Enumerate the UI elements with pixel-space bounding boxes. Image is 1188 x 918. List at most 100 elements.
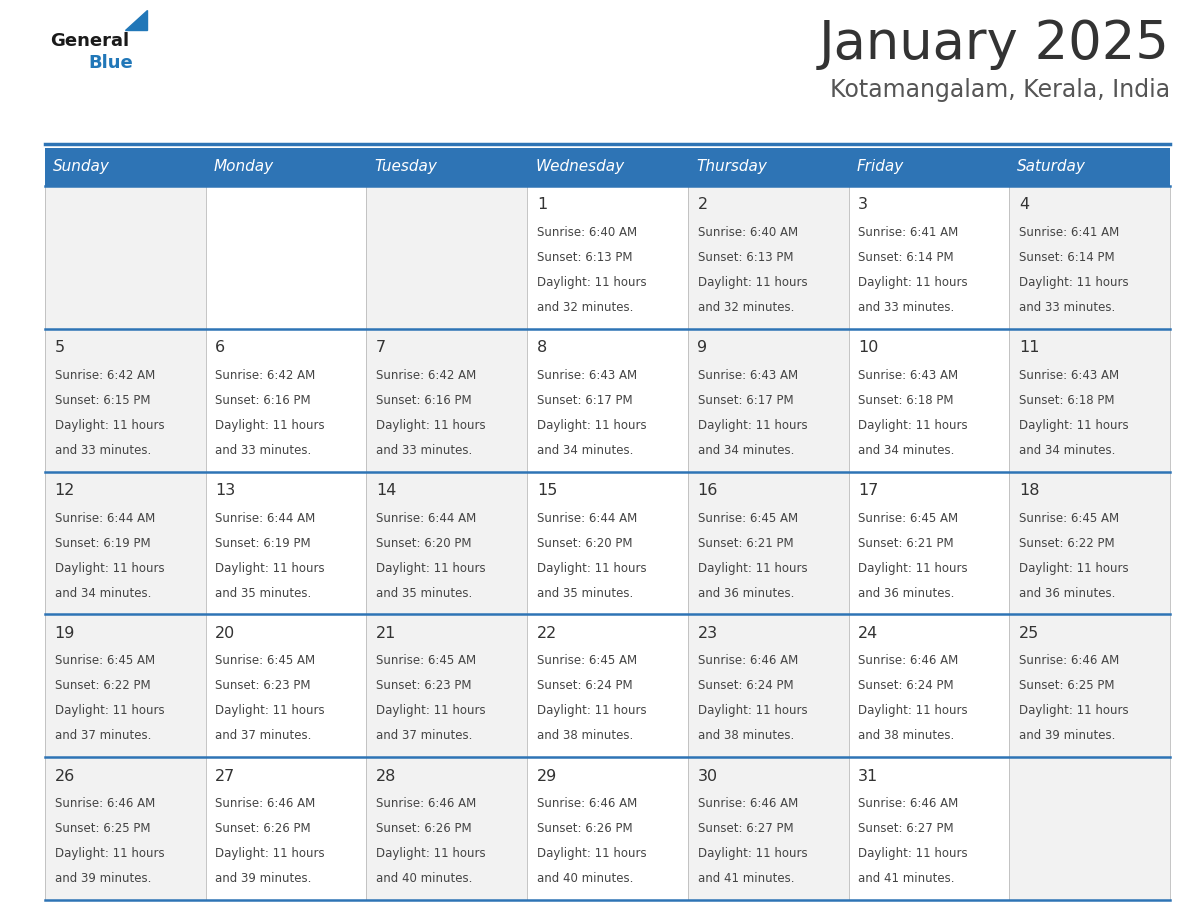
- Bar: [688, 614, 848, 757]
- Bar: [1010, 614, 1170, 757]
- Text: Sunset: 6:22 PM: Sunset: 6:22 PM: [55, 679, 150, 692]
- Text: Sunrise: 6:46 AM: Sunrise: 6:46 AM: [858, 655, 959, 667]
- Text: and 37 minutes.: and 37 minutes.: [215, 730, 311, 743]
- Text: Sunset: 6:25 PM: Sunset: 6:25 PM: [1019, 679, 1114, 692]
- Text: Daylight: 11 hours: Daylight: 11 hours: [697, 562, 807, 575]
- Bar: [45, 757, 206, 900]
- Bar: [848, 472, 1010, 614]
- Text: Sunrise: 6:45 AM: Sunrise: 6:45 AM: [377, 655, 476, 667]
- Text: Daylight: 11 hours: Daylight: 11 hours: [697, 276, 807, 289]
- Bar: [366, 148, 527, 186]
- Text: Sunrise: 6:43 AM: Sunrise: 6:43 AM: [697, 369, 797, 382]
- Text: Sunset: 6:24 PM: Sunset: 6:24 PM: [858, 679, 954, 692]
- Text: Sunset: 6:16 PM: Sunset: 6:16 PM: [215, 394, 311, 407]
- Text: Sunrise: 6:42 AM: Sunrise: 6:42 AM: [55, 369, 154, 382]
- Text: 11: 11: [1019, 341, 1040, 355]
- Text: Sunset: 6:26 PM: Sunset: 6:26 PM: [537, 823, 632, 835]
- Text: 31: 31: [858, 768, 878, 784]
- Text: Sunset: 6:19 PM: Sunset: 6:19 PM: [55, 537, 150, 550]
- Text: and 33 minutes.: and 33 minutes.: [858, 301, 954, 314]
- Text: Sunrise: 6:42 AM: Sunrise: 6:42 AM: [377, 369, 476, 382]
- Text: 5: 5: [55, 341, 65, 355]
- Text: Sunrise: 6:43 AM: Sunrise: 6:43 AM: [858, 369, 959, 382]
- Text: and 34 minutes.: and 34 minutes.: [858, 443, 955, 457]
- Bar: [688, 148, 848, 186]
- Text: and 34 minutes.: and 34 minutes.: [537, 443, 633, 457]
- Text: and 36 minutes.: and 36 minutes.: [1019, 587, 1116, 599]
- Bar: [366, 757, 527, 900]
- Text: 28: 28: [377, 768, 397, 784]
- Text: Sunrise: 6:46 AM: Sunrise: 6:46 AM: [215, 797, 316, 811]
- Text: Daylight: 11 hours: Daylight: 11 hours: [537, 419, 646, 431]
- Text: 13: 13: [215, 483, 235, 498]
- Bar: [527, 329, 688, 472]
- Text: Daylight: 11 hours: Daylight: 11 hours: [377, 562, 486, 575]
- Bar: [206, 329, 366, 472]
- Text: Daylight: 11 hours: Daylight: 11 hours: [697, 704, 807, 717]
- Bar: [1010, 757, 1170, 900]
- Text: Daylight: 11 hours: Daylight: 11 hours: [377, 847, 486, 860]
- Text: 15: 15: [537, 483, 557, 498]
- Bar: [1010, 472, 1170, 614]
- Text: and 39 minutes.: and 39 minutes.: [1019, 730, 1116, 743]
- Text: Monday: Monday: [214, 160, 274, 174]
- Text: 21: 21: [377, 626, 397, 641]
- Text: and 37 minutes.: and 37 minutes.: [377, 730, 473, 743]
- Text: 18: 18: [1019, 483, 1040, 498]
- Bar: [848, 186, 1010, 329]
- Text: and 32 minutes.: and 32 minutes.: [697, 301, 794, 314]
- Text: Sunset: 6:13 PM: Sunset: 6:13 PM: [537, 251, 632, 264]
- Text: and 33 minutes.: and 33 minutes.: [377, 443, 473, 457]
- Bar: [688, 472, 848, 614]
- Text: Kotamangalam, Kerala, India: Kotamangalam, Kerala, India: [830, 78, 1170, 102]
- Text: Daylight: 11 hours: Daylight: 11 hours: [537, 276, 646, 289]
- Text: and 40 minutes.: and 40 minutes.: [377, 872, 473, 885]
- Text: Daylight: 11 hours: Daylight: 11 hours: [697, 419, 807, 431]
- Text: Daylight: 11 hours: Daylight: 11 hours: [697, 847, 807, 860]
- Text: Sunday: Sunday: [53, 160, 110, 174]
- Text: Sunset: 6:14 PM: Sunset: 6:14 PM: [1019, 251, 1114, 264]
- Text: 4: 4: [1019, 197, 1029, 212]
- Text: Sunrise: 6:40 AM: Sunrise: 6:40 AM: [537, 226, 637, 239]
- Text: 2: 2: [697, 197, 708, 212]
- Text: and 32 minutes.: and 32 minutes.: [537, 301, 633, 314]
- Bar: [848, 329, 1010, 472]
- Text: Sunrise: 6:45 AM: Sunrise: 6:45 AM: [1019, 511, 1119, 524]
- Text: 24: 24: [858, 626, 878, 641]
- Bar: [366, 472, 527, 614]
- Text: and 34 minutes.: and 34 minutes.: [1019, 443, 1116, 457]
- Bar: [366, 329, 527, 472]
- Text: Sunset: 6:13 PM: Sunset: 6:13 PM: [697, 251, 794, 264]
- Bar: [206, 472, 366, 614]
- Text: Sunrise: 6:44 AM: Sunrise: 6:44 AM: [215, 511, 316, 524]
- Bar: [688, 186, 848, 329]
- Bar: [45, 329, 206, 472]
- Text: Sunset: 6:26 PM: Sunset: 6:26 PM: [377, 823, 472, 835]
- Text: Thursday: Thursday: [696, 160, 766, 174]
- Text: 30: 30: [697, 768, 718, 784]
- Bar: [366, 186, 527, 329]
- Text: and 33 minutes.: and 33 minutes.: [215, 443, 311, 457]
- Text: Sunrise: 6:45 AM: Sunrise: 6:45 AM: [697, 511, 797, 524]
- Text: Daylight: 11 hours: Daylight: 11 hours: [215, 847, 326, 860]
- Bar: [1010, 148, 1170, 186]
- Text: 6: 6: [215, 341, 226, 355]
- Text: Daylight: 11 hours: Daylight: 11 hours: [1019, 276, 1129, 289]
- Text: and 41 minutes.: and 41 minutes.: [858, 872, 955, 885]
- Text: Sunset: 6:22 PM: Sunset: 6:22 PM: [1019, 537, 1114, 550]
- Text: and 39 minutes.: and 39 minutes.: [55, 872, 151, 885]
- Text: Daylight: 11 hours: Daylight: 11 hours: [55, 562, 164, 575]
- Text: and 36 minutes.: and 36 minutes.: [697, 587, 794, 599]
- Text: Sunrise: 6:46 AM: Sunrise: 6:46 AM: [537, 797, 637, 811]
- Text: Sunset: 6:20 PM: Sunset: 6:20 PM: [377, 537, 472, 550]
- Text: Daylight: 11 hours: Daylight: 11 hours: [858, 419, 968, 431]
- Text: Sunrise: 6:46 AM: Sunrise: 6:46 AM: [55, 797, 154, 811]
- Bar: [848, 614, 1010, 757]
- Text: and 35 minutes.: and 35 minutes.: [215, 587, 311, 599]
- Text: Sunset: 6:19 PM: Sunset: 6:19 PM: [215, 537, 311, 550]
- Bar: [848, 757, 1010, 900]
- Text: Daylight: 11 hours: Daylight: 11 hours: [537, 704, 646, 717]
- Text: Sunset: 6:24 PM: Sunset: 6:24 PM: [697, 679, 794, 692]
- Text: Sunset: 6:23 PM: Sunset: 6:23 PM: [215, 679, 311, 692]
- Bar: [527, 186, 688, 329]
